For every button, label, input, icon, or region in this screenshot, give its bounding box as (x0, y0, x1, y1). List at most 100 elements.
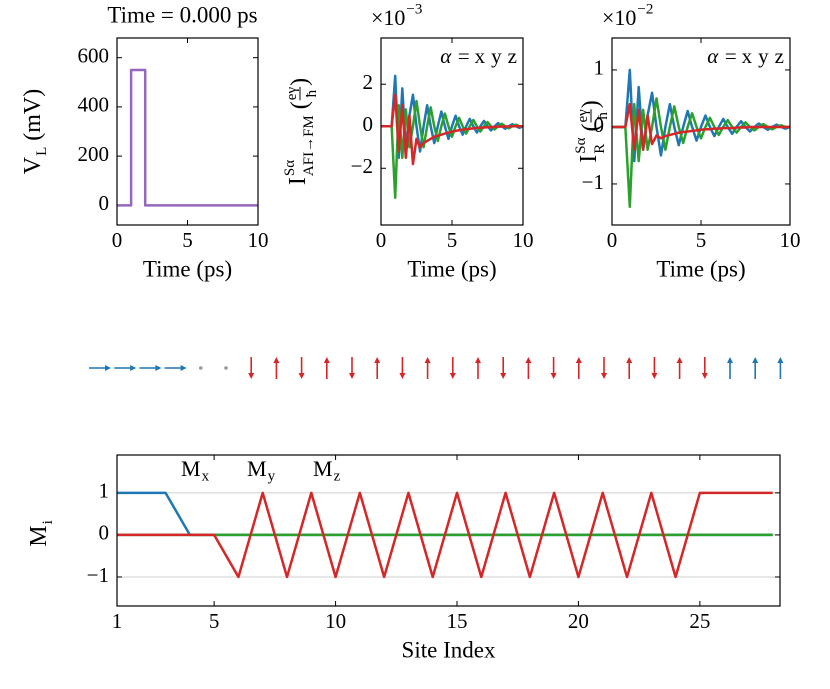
y-tick-label: 0 (99, 521, 110, 545)
x-axis-label: Site Index (402, 637, 496, 662)
x-tick-label: 10 (780, 228, 801, 252)
spin-head (155, 365, 162, 371)
axes-frame (611, 37, 791, 226)
spin-head (399, 373, 406, 379)
spin-arrow (651, 357, 658, 379)
spin-arrow (449, 357, 456, 379)
y-axis-label: VL (mV) (20, 89, 50, 175)
spin-arrow (349, 357, 355, 379)
y-label-sup: Sα (282, 160, 298, 176)
spin-head (273, 357, 280, 363)
x-tick-label: 5 (447, 228, 458, 252)
y-axis-label: ISα AFI→FM (eγ ħ) (282, 78, 320, 185)
spin-head (130, 365, 137, 371)
legend-entry-sub: x (202, 468, 210, 484)
y-label-unit: (mV) (20, 89, 46, 141)
legend-entry: y (758, 44, 769, 68)
spin-dot (224, 366, 228, 370)
y-tick-label: 400 (78, 93, 110, 117)
spin-arrow (323, 357, 330, 379)
y-tick-label: −1 (582, 170, 604, 194)
legend-entry: z (508, 44, 517, 68)
spin-head (727, 357, 733, 363)
y-tick-label: 0 (99, 191, 110, 215)
axis-multiplier: ×10 (371, 5, 405, 30)
spin-head (626, 357, 633, 363)
x-tick-label: 5 (209, 609, 220, 633)
legend-label: α = (707, 44, 737, 68)
y-label-symbol: V (20, 156, 46, 174)
y-label-sub: AFI→FM (301, 115, 317, 176)
spin-head (449, 373, 456, 379)
spin-arrow (550, 357, 557, 379)
spin-head (248, 373, 255, 379)
y-tick-label: 1 (99, 479, 110, 503)
x-tick-label: 5 (696, 228, 707, 252)
y-tick-label: 0 (594, 113, 605, 137)
spin-arrow (89, 365, 111, 371)
x-tick-label: 20 (568, 609, 589, 633)
y-label-sub: R (592, 144, 608, 154)
y-label-sup: Sα (573, 137, 589, 153)
spin-arrow (164, 365, 187, 371)
x-axis-label: Time (ps) (656, 256, 745, 281)
legend-entry: y (491, 44, 502, 68)
x-tick-label: 5 (182, 228, 193, 252)
spin-head (651, 373, 658, 379)
data-line (117, 491, 773, 579)
x-tick-label: 0 (607, 228, 618, 252)
legend-entry: x (475, 44, 486, 68)
spin-arrow (298, 357, 305, 379)
y-tick-label: −2 (351, 154, 373, 178)
spin-arrow (575, 357, 582, 379)
spin-arrow (139, 365, 162, 371)
y-label-sub: i (40, 520, 56, 524)
y-axis-label: Mi (26, 520, 56, 547)
axis-multiplier-exp: −2 (637, 1, 653, 17)
x-tick-label: 10 (248, 228, 269, 252)
y-label-den: ħ (304, 89, 320, 97)
x-axis-label: Time (ps) (143, 256, 232, 281)
legend-entry-sub: z (334, 468, 341, 484)
spin-arrow (601, 357, 607, 379)
legend-entry: x (742, 44, 753, 68)
spin-head (180, 365, 187, 371)
spin-arrow (475, 357, 481, 379)
axes-frame (116, 37, 259, 226)
spin-arrow (727, 357, 733, 379)
y-label-paren: ) (287, 78, 313, 86)
x-tick-label: 0 (112, 228, 123, 252)
y-label-num: eγ (575, 109, 591, 123)
spin-arrow (676, 357, 683, 379)
spin-head (701, 373, 708, 379)
x-tick-label: 15 (447, 609, 468, 633)
y-tick-label: 2 (363, 70, 374, 94)
spin-arrow (399, 357, 406, 379)
chart-title: Time = 0.000 ps (107, 2, 257, 27)
y-tick-label: 600 (78, 43, 110, 67)
spin-head (349, 373, 355, 379)
spin-arrow (114, 365, 137, 371)
spin-head (298, 373, 305, 379)
spin-arrow (500, 357, 507, 379)
y-tick-label: 1 (594, 56, 605, 80)
x-tick-label: 1 (112, 609, 123, 633)
y-label-symbol: I (285, 177, 311, 185)
y-label-paren: ) (578, 100, 604, 108)
spin-head (323, 357, 330, 363)
x-tick-label: 25 (689, 609, 710, 633)
axes-frame (116, 454, 781, 607)
spin-head (575, 357, 582, 363)
spin-head (777, 357, 784, 363)
spin-arrow (424, 357, 431, 379)
spin-arrow (752, 357, 759, 379)
y-label-symbol: I (576, 155, 602, 163)
x-axis-label: Time (ps) (407, 256, 496, 281)
spin-head (105, 365, 111, 371)
spin-head (752, 357, 759, 363)
y-label-den: ħ (595, 112, 611, 120)
spin-head (525, 357, 532, 363)
x-tick-label: 10 (325, 609, 346, 633)
y-label-sub: L (34, 147, 50, 156)
